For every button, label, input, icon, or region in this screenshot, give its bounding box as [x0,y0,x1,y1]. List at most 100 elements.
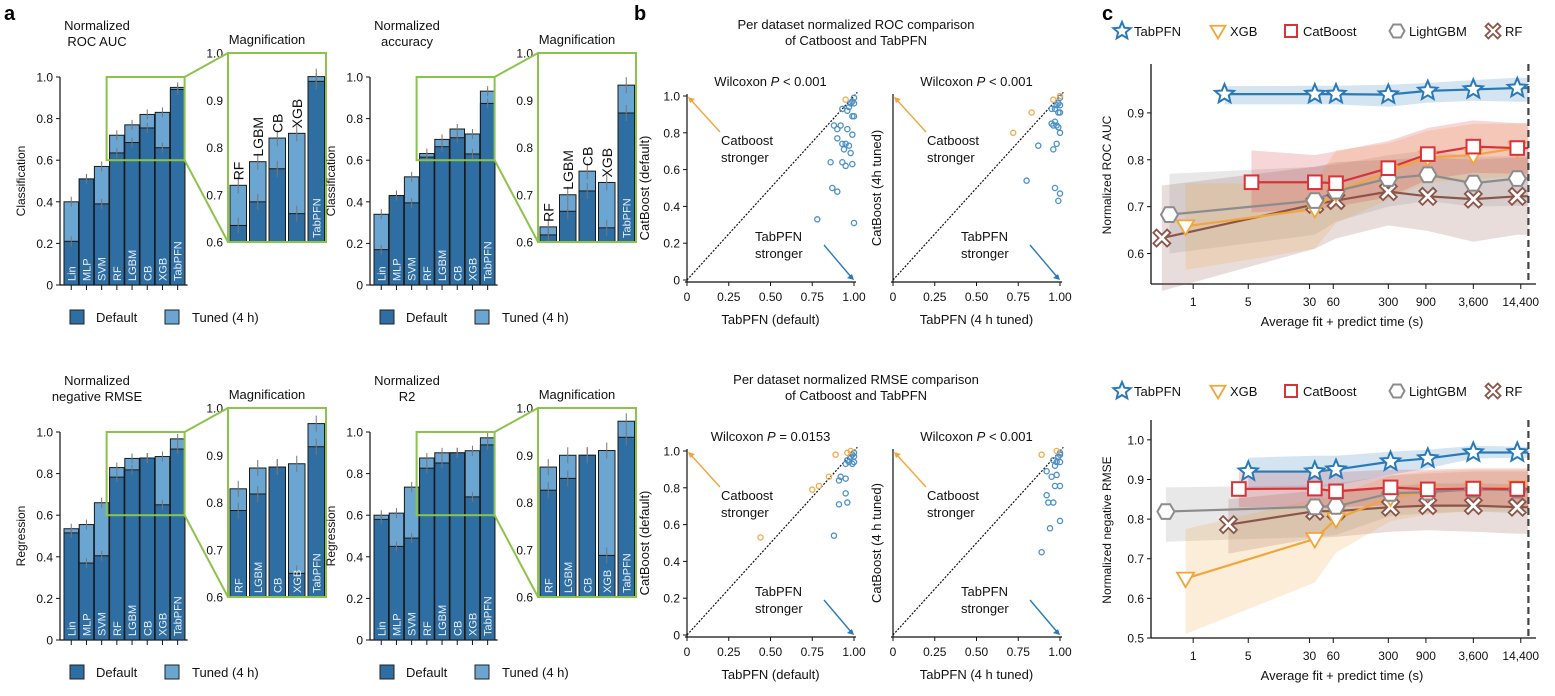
tabpfn-stronger-label: TabPFN [961,229,1008,244]
marker-hexagon [1388,23,1406,39]
legend-label-default: Default [406,310,448,325]
y-tick-label: 0.6 [1127,247,1144,261]
legend-label-catboost: CatBoost [1303,24,1357,39]
scatter-point-catboost-stronger [1056,92,1064,100]
bar-category-label: MLP [391,613,403,636]
x-tick-label: 3,600 [1458,295,1488,309]
y-axis-label: CatBoost (4h tuned) [869,130,884,246]
magnified-bar-default [578,454,596,598]
catboost-stronger-label: stronger [927,150,975,165]
magnification-y-tick-label: 1.0 [206,402,223,416]
wilcoxon-value: < 0.001 [985,74,1032,89]
catboost-arrowhead [894,97,901,103]
x-tick-label: 0.25 [717,290,741,304]
scatter-point-tabpfn-stronger [1051,462,1059,469]
scatter-point-tabpfn-stronger [1056,482,1064,490]
scatter-point-tabpfn-stronger [1056,101,1064,109]
magnification-y-tick-label: 0.7 [516,543,533,557]
y-tick-label: 1.0 [1127,433,1144,447]
legend-label-rf: RF [1505,384,1522,399]
bar-default [109,152,125,286]
magnification-connector [183,514,229,598]
marker-cross [1507,497,1528,517]
magnified-category-label: LGBM [250,117,266,157]
magnified-category-label: CB [582,578,594,593]
magnification-region [415,76,496,162]
marker-square [1328,175,1344,192]
magnification-box [537,52,637,243]
scatter-point-tabpfn-stronger [1056,109,1064,116]
marker-star [1378,448,1403,472]
scatter-point-catboost-stronger [815,482,823,490]
scatter-point-tabpfn-stronger [1048,105,1055,113]
magnified-category-label: XGB [289,99,305,129]
y-axis-label: Normalized negative RMSE [1100,456,1114,603]
x-tick-label: 0.50 [759,645,783,659]
x-tick-label: 0.25 [717,645,741,659]
y-axis-label: Classification [324,146,338,217]
tabpfn-stronger-label: TabPFN [755,229,802,244]
magnified-category-label: TabPFN [621,553,633,593]
marker-triangle [1175,571,1196,589]
y-tick-label: 0.9 [1127,106,1144,120]
legend-label-default: Default [406,665,448,680]
bar-category-label: TabPFN [173,596,185,636]
marker-square [1382,479,1399,496]
panel-label-b: b [634,3,646,25]
y-tick-label: 0.4 [346,550,363,564]
legend-swatch-default [69,664,85,680]
magnification-y-tick-label: 1.0 [516,402,533,416]
bar-category-label: Lin [376,621,388,636]
x-tick-label: 14,400 [1502,649,1539,663]
scatter-group-title: of Catboost and TabPFN [785,388,927,403]
legend-label-tuned: Tuned (4 h) [502,310,569,325]
line-chart-c_roc: TabPFN XGB CatBoost LightGBM RF 0.6 0.7 0.8 0.9 1… [1100,19,1539,329]
y-tick-label: 0.8 [663,481,680,495]
wilcoxon-value: < 0.001 [779,74,826,89]
x-tick-label: 60 [1327,295,1341,309]
marker-cross [1463,189,1484,209]
magnified-category-label: XGB [599,148,615,178]
legend-label-xgb: XGB [1230,24,1257,39]
y-tick-label: 0 [356,634,363,648]
x-tick-label: 0.50 [965,645,989,659]
scatter-point-tabpfn-stronger [1056,129,1064,137]
y-tick-label: 0.8 [36,112,53,126]
bar-category-label: XGB [157,258,169,281]
scatter-point-tabpfn-stronger [1046,525,1054,532]
y-axis-label: CatBoost (4 h tuned) [869,483,884,603]
marker-hexagon [1305,498,1325,516]
tabpfn-stronger-label: TabPFN [961,584,1008,599]
x-tick-label: 0.50 [759,290,783,304]
y-tick-label: 0.8 [1127,513,1144,527]
bar-category-label: MLP [81,258,93,281]
x-tick-label: 0.25 [923,645,947,659]
marker-cross [1463,495,1484,516]
scatter-point-tabpfn-stronger [842,140,849,148]
scatter-point-tabpfn-stronger [1053,140,1060,148]
bar-category-label: RF [112,266,124,281]
bar-category-label: CB [452,266,464,281]
scatter-point-tabpfn-stronger [1051,184,1059,192]
bar-default [139,127,155,286]
chart-title: Normalized [374,373,440,388]
y-axis-label: Regression [324,506,338,567]
tabpfn-arrow [1029,244,1059,279]
x-axis-label: TabPFN (default) [721,667,819,682]
scatter-point-tabpfn-stronger [847,149,854,157]
y-tick-label: 0.2 [36,592,53,606]
scatter-point-tabpfn-stronger [835,501,843,508]
y-tick-label: 1.0 [663,445,680,459]
tabpfn-stronger-label: stronger [961,601,1009,616]
y-tick-label: 0.6 [346,509,363,523]
y-tick-label: 1.0 [663,90,680,104]
bar-category-label: TabPFN [483,241,495,281]
magnification-box [537,407,637,598]
magnified-bar-default [268,466,286,598]
y-tick-label: 0.7 [1127,200,1144,214]
y-tick-label: 0.2 [346,237,363,251]
diagonal-line [686,91,858,281]
y-axis-label: CatBoost (default) [637,491,652,596]
scatter-point-tabpfn-stronger [830,532,838,539]
scatter-point-tabpfn-stronger [1050,499,1057,506]
